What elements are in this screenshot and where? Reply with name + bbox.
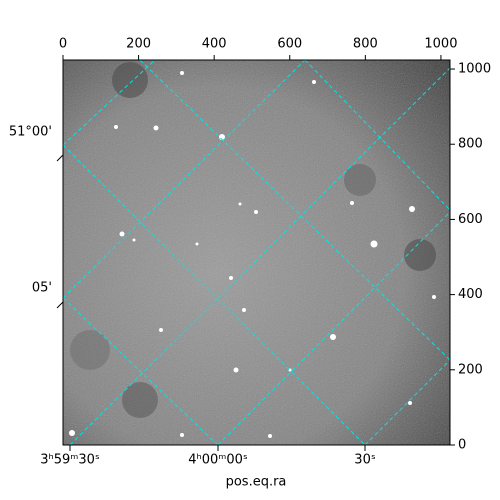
sky-image xyxy=(63,60,450,445)
axes-frame xyxy=(62,59,451,446)
grid xyxy=(62,59,451,446)
ra-tick-label: 3ʰ59ᵐ30ˢ xyxy=(40,453,100,468)
grid-line xyxy=(139,59,451,361)
grid-line xyxy=(217,211,451,446)
dec-tick-label: 05' xyxy=(32,281,52,296)
y-tick-label: 1000 xyxy=(458,62,491,77)
grid-line xyxy=(364,359,451,446)
y-tick-label: 400 xyxy=(458,287,483,302)
grid-line xyxy=(62,144,366,446)
dec-tick-label: 51°00' xyxy=(9,125,52,140)
grid-line xyxy=(62,59,306,299)
grid-line xyxy=(69,67,451,446)
x-tick-label: 800 xyxy=(353,37,378,52)
x-axis-label: pos.eq.ra xyxy=(226,475,287,490)
ra-tick-label: 30ˢ xyxy=(354,453,376,468)
dec-tick xyxy=(56,301,64,309)
x-tick-label: 600 xyxy=(277,37,302,52)
grid-line xyxy=(62,297,219,446)
y-tick-label: 600 xyxy=(458,212,483,227)
ra-tick-label: 4ʰ00ᵐ00ˢ xyxy=(188,453,248,468)
y-tick-label: 200 xyxy=(458,362,483,377)
y-tick-label: 800 xyxy=(458,137,483,152)
x-tick-label: 200 xyxy=(126,37,151,52)
x-tick-label: 0 xyxy=(59,37,67,52)
dec-tick xyxy=(56,154,64,162)
y-tick-label: 0 xyxy=(458,438,466,453)
x-tick-label: 1000 xyxy=(424,37,457,52)
x-tick-label: 400 xyxy=(202,37,227,52)
